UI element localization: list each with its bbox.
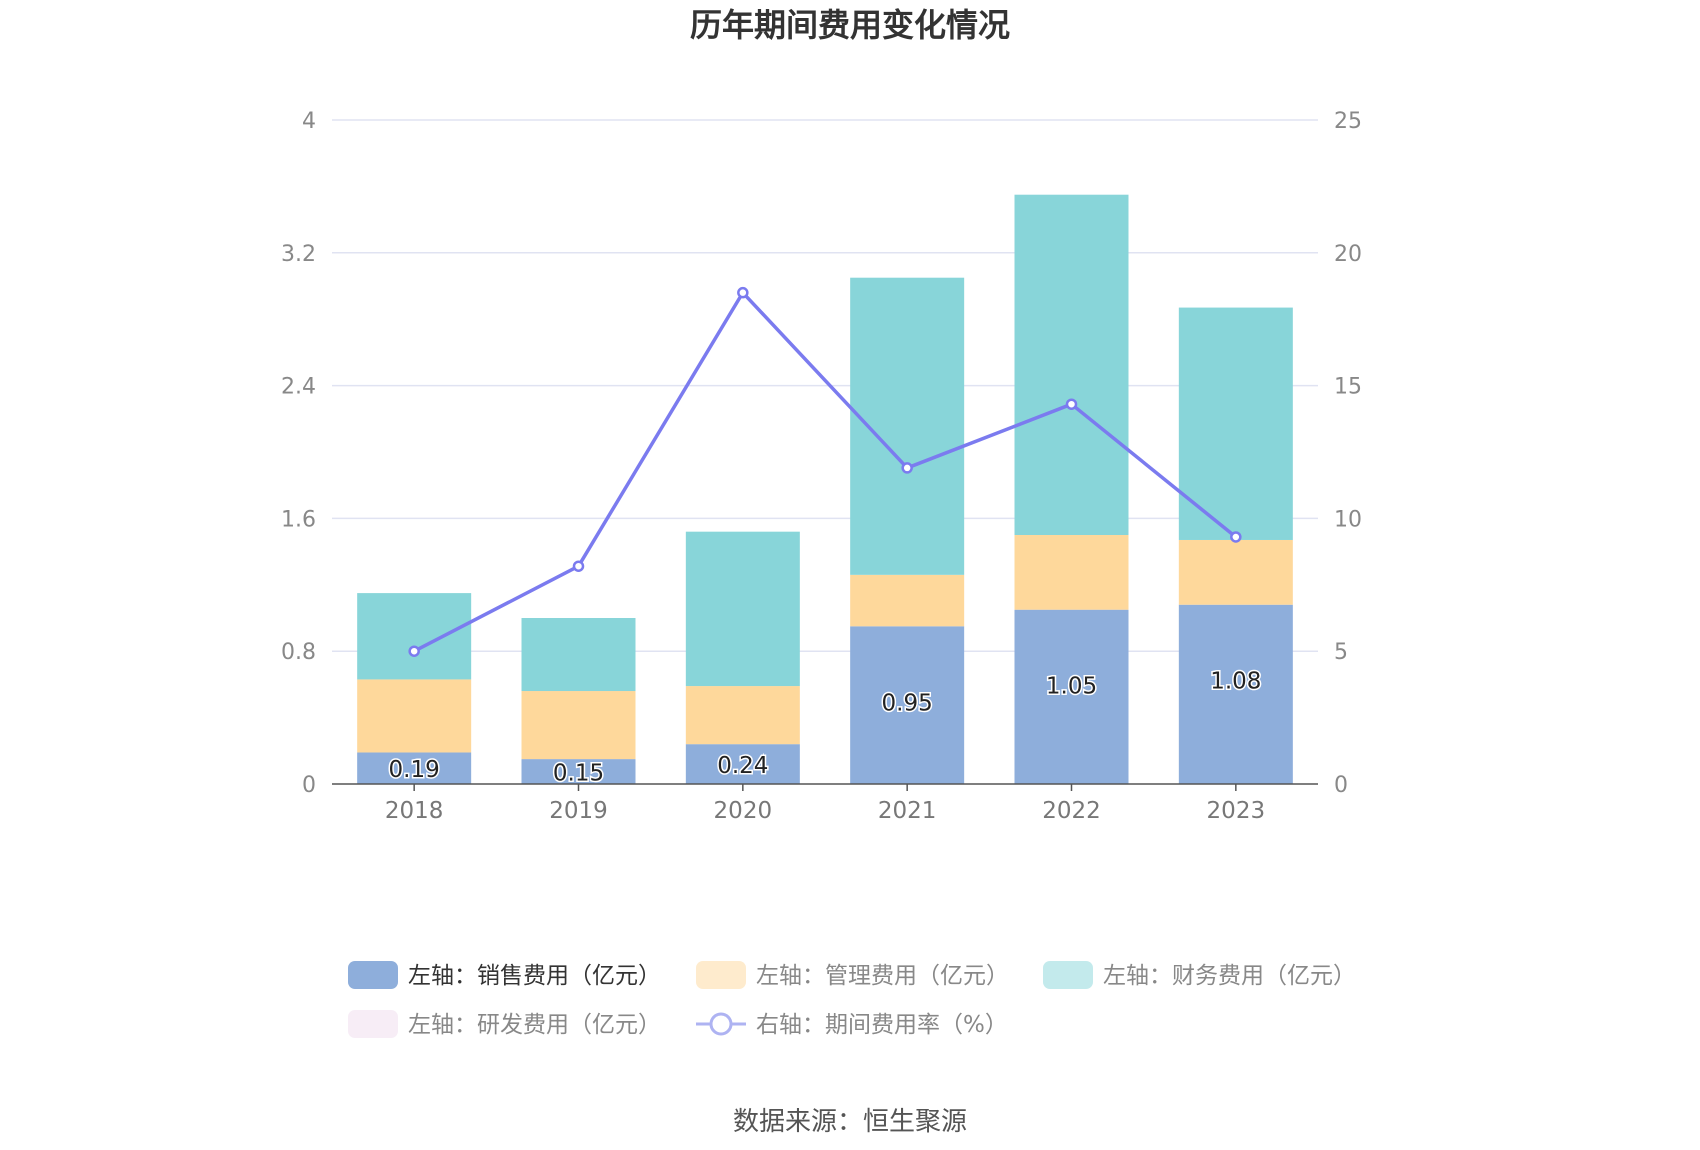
legend-label: 右轴：期间费用率（%） — [756, 1012, 1008, 1038]
legend-swatch — [348, 961, 398, 989]
bar-segment — [521, 618, 636, 692]
data-source: 数据来源：恒生聚源 — [733, 1107, 967, 1137]
left-axis-tick-label: 0 — [302, 773, 316, 798]
left-axis-tick-label: 3.2 — [281, 242, 316, 267]
bar-segment — [357, 679, 472, 753]
rate-line-point — [1065, 398, 1078, 410]
chart-title: 历年期间费用变化情况 — [690, 6, 1010, 44]
data-labels: 0.19 0.15 0.24 0.95 1.05 1.08 — [387, 667, 1263, 788]
bar-segment — [685, 744, 800, 784]
bars — [357, 194, 1293, 784]
legend-item: 右轴：期间费用率（%） — [696, 1012, 1008, 1038]
rate-line-path — [413, 290, 1237, 653]
left-axis-tick-label: 2.4 — [281, 375, 316, 400]
bar-data-label: 1.05 — [1046, 674, 1097, 700]
legend: 左轴：销售费用（亿元） 左轴：管理费用（亿元） 左轴：财务费用（亿元） 左轴：研发费用… — [348, 961, 1356, 1038]
bar-data-label: 0.24 — [717, 753, 768, 779]
rate-line-point — [1230, 531, 1242, 543]
legend-label: 左轴：管理费用（亿元） — [756, 963, 1009, 989]
bar-segment — [850, 574, 965, 627]
rate-line-point — [572, 560, 585, 572]
bar-data-label: 1.08 — [1210, 669, 1261, 695]
grid-lines — [332, 119, 1318, 652]
right-axis-tick-label: 25 — [1334, 109, 1362, 134]
bar-segment — [1014, 535, 1129, 610]
bar-segment — [850, 626, 965, 784]
legend-label: 左轴：销售费用（亿元） — [408, 963, 661, 989]
bar-segment — [1014, 194, 1129, 535]
legend-item: 左轴：管理费用（亿元） — [696, 961, 1009, 989]
legend-label: 左轴：财务费用（亿元） — [1103, 963, 1356, 989]
bar-segment — [1178, 307, 1293, 540]
rate-line-point — [408, 645, 420, 657]
left-axis-tick-label: 0.8 — [281, 640, 316, 665]
bar-data-label: 0.19 — [389, 757, 440, 783]
bar-segment — [357, 593, 472, 680]
legend-swatch — [348, 1010, 398, 1038]
bar-segment — [685, 531, 800, 687]
legend-item: 左轴：研发费用（亿元） — [348, 1010, 661, 1038]
rate-line-point — [737, 286, 749, 299]
bar-segment — [357, 752, 472, 784]
rate-line-point — [901, 462, 913, 474]
legend-item: 左轴：销售费用（亿元） — [348, 961, 661, 989]
bar-data-label: 0.15 — [553, 761, 604, 787]
x-axis-tick-label: 2021 — [878, 798, 937, 824]
axes: 0 0 0.8 5 1.6 10 2.4 15 3.2 20 4 25 2018 2019 2020 2021… — [281, 109, 1362, 824]
legend-swatch — [696, 961, 746, 989]
right-axis-tick-label: 0 — [1334, 773, 1348, 798]
left-axis-tick-label: 4 — [302, 109, 316, 134]
x-axis-tick-label: 2022 — [1042, 798, 1101, 824]
right-axis-tick-label: 10 — [1334, 507, 1362, 532]
x-axis-tick-label: 2019 — [549, 798, 608, 824]
left-axis-tick-label: 1.6 — [281, 507, 316, 532]
bar-segment — [1178, 604, 1293, 784]
legend-circle-marker — [709, 1012, 733, 1036]
bar-segment — [521, 759, 636, 784]
bar-segment — [685, 686, 800, 745]
rate-line — [408, 286, 1242, 657]
right-axis-tick-label: 15 — [1334, 375, 1362, 400]
right-axis-tick-label: 20 — [1334, 242, 1362, 267]
legend-label: 左轴：研发费用（亿元） — [408, 1012, 661, 1038]
legend-item: 左轴：财务费用（亿元） — [1043, 961, 1356, 989]
legend-swatch — [1043, 961, 1093, 989]
bar-segment — [1014, 609, 1129, 784]
bar-segment — [521, 691, 636, 760]
x-axis-tick-label: 2023 — [1207, 798, 1266, 824]
x-axis-tick-label: 2018 — [385, 798, 444, 824]
bar-data-label: 0.95 — [882, 690, 933, 716]
x-axis-tick-label: 2020 — [714, 798, 773, 824]
right-axis-tick-label: 5 — [1334, 640, 1348, 665]
bar-segment — [1178, 539, 1293, 605]
